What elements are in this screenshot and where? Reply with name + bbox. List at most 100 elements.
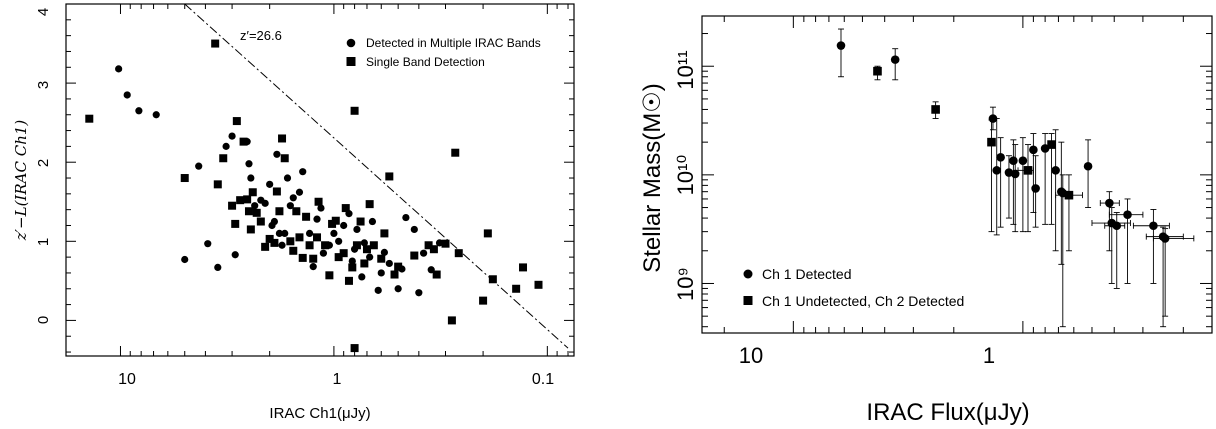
left-point-square bbox=[302, 212, 311, 221]
left-point-circle bbox=[330, 229, 338, 237]
left-point-circle bbox=[278, 241, 286, 249]
right-x-tick-label: 1 bbox=[983, 343, 995, 368]
right-point-circle bbox=[1018, 156, 1028, 165]
right-legend-label: Ch 1 Undetected, Ch 2 Detected bbox=[762, 293, 964, 309]
right-y-axis-label: Stellar Mass(M☉) bbox=[639, 83, 666, 273]
left-point-circle bbox=[340, 221, 348, 230]
right-legend-label: Ch 1 Detected bbox=[762, 266, 852, 282]
left-point-square bbox=[377, 254, 386, 263]
left-point-square bbox=[252, 208, 261, 217]
left-point-square bbox=[479, 296, 488, 305]
left-point-square bbox=[390, 270, 399, 279]
left-point-square bbox=[248, 188, 257, 197]
left-point-square bbox=[380, 229, 389, 238]
left-point-square bbox=[519, 263, 528, 272]
left-point-circle bbox=[385, 259, 393, 268]
left-y-tick-label: 2 bbox=[35, 159, 52, 167]
right-point-circle bbox=[1051, 166, 1060, 175]
left-point-circle bbox=[289, 194, 297, 202]
left-point-square bbox=[451, 148, 460, 157]
left-point-circle bbox=[305, 229, 314, 237]
left-point-circle bbox=[317, 204, 325, 212]
left-point-square bbox=[394, 262, 403, 271]
left-point-circle bbox=[286, 202, 294, 210]
right-point-circle bbox=[1149, 221, 1158, 231]
left-point-circle bbox=[309, 263, 317, 271]
left-point-square bbox=[289, 246, 298, 255]
left-point-circle bbox=[281, 229, 289, 237]
right-point-circle bbox=[1160, 234, 1170, 243]
right-point-circle bbox=[1123, 210, 1132, 219]
left-point-square bbox=[246, 225, 255, 234]
left-dash-dot-line bbox=[184, 3, 569, 349]
left-point-square bbox=[344, 276, 353, 285]
left-legend: Detected in Multiple IRAC Bands Single B… bbox=[346, 36, 541, 69]
left-point-square bbox=[488, 275, 497, 284]
left-point-square bbox=[256, 217, 265, 226]
left-plot-frame bbox=[65, 3, 575, 357]
left-point-square bbox=[410, 251, 419, 260]
right-point-square bbox=[931, 105, 940, 114]
left-point-circle bbox=[283, 174, 292, 182]
left-point-square bbox=[219, 154, 228, 163]
left-point-circle bbox=[366, 253, 374, 261]
left-point-square bbox=[362, 245, 371, 254]
left-data-points bbox=[85, 39, 543, 353]
left-ticks bbox=[66, 3, 574, 356]
left-point-circle bbox=[419, 249, 428, 257]
left-point-square bbox=[85, 114, 94, 123]
left-point-square bbox=[231, 219, 240, 228]
left-point-circle bbox=[247, 174, 255, 182]
left-point-circle bbox=[231, 251, 239, 259]
left-point-square bbox=[534, 280, 543, 289]
left-point-circle bbox=[319, 249, 328, 257]
right-point-circle bbox=[1083, 161, 1093, 171]
left-point-square bbox=[228, 201, 237, 210]
left-point-square bbox=[321, 241, 330, 250]
left-legend-square-marker bbox=[346, 57, 356, 66]
left-x-axis-label: IRAC Ch1(μJy) bbox=[269, 405, 370, 422]
left-point-circle bbox=[415, 289, 423, 297]
left-point-circle bbox=[152, 111, 160, 119]
left-point-square bbox=[325, 271, 334, 280]
right-y-tick-label: 10¹⁰ bbox=[673, 155, 698, 196]
left-point-square bbox=[295, 233, 304, 242]
right-chart: 10 1 10⁹ 10¹⁰ 10¹¹ IRAC Flux(μJy) Stella… bbox=[639, 15, 1213, 426]
left-legend-circle-marker bbox=[346, 38, 356, 48]
left-y-tick-label: 1 bbox=[35, 238, 52, 246]
left-point-square bbox=[180, 174, 189, 183]
right-y-tick-label: 10⁹ bbox=[673, 267, 698, 301]
left-point-circle bbox=[394, 285, 402, 293]
left-x-tick-label: 0.1 bbox=[532, 371, 554, 388]
right-point-circle bbox=[890, 55, 900, 64]
left-point-circle bbox=[295, 188, 304, 196]
left-point-square bbox=[369, 241, 378, 250]
right-legend: Ch 1 Detected Ch 1 Undetected, Ch 2 Dete… bbox=[743, 266, 964, 309]
left-point-circle bbox=[335, 237, 343, 245]
left-point-square bbox=[292, 207, 301, 216]
right-legend-square-marker bbox=[743, 296, 753, 305]
left-annotation: z′=26.6 bbox=[240, 28, 282, 43]
left-point-square bbox=[352, 241, 361, 250]
left-y-axis-label: z′−L(IRAC Ch1) bbox=[12, 120, 30, 242]
left-point-circle bbox=[228, 132, 236, 140]
right-tick-labels: 10 1 10⁹ 10¹⁰ 10¹¹ bbox=[673, 50, 995, 368]
left-point-square bbox=[236, 196, 245, 205]
left-point-circle bbox=[204, 240, 212, 248]
left-point-square bbox=[350, 344, 359, 353]
left-point-square bbox=[265, 234, 274, 243]
left-point-circle bbox=[181, 255, 189, 264]
left-y-tick-label: 4 bbox=[35, 8, 52, 16]
right-point-circle bbox=[1105, 198, 1114, 208]
left-point-square bbox=[243, 195, 252, 204]
left-point-square bbox=[280, 154, 289, 163]
left-point-circle bbox=[377, 269, 385, 277]
right-point-square bbox=[987, 137, 996, 147]
left-point-circle bbox=[195, 162, 203, 170]
left-point-square bbox=[286, 237, 295, 246]
left-point-circle bbox=[299, 168, 307, 176]
left-point-square bbox=[314, 197, 323, 206]
left-point-circle bbox=[410, 225, 418, 234]
left-tick-labels: 10 1 0.1 0 1 2 3 4 bbox=[35, 8, 554, 388]
left-point-circle bbox=[266, 180, 274, 188]
